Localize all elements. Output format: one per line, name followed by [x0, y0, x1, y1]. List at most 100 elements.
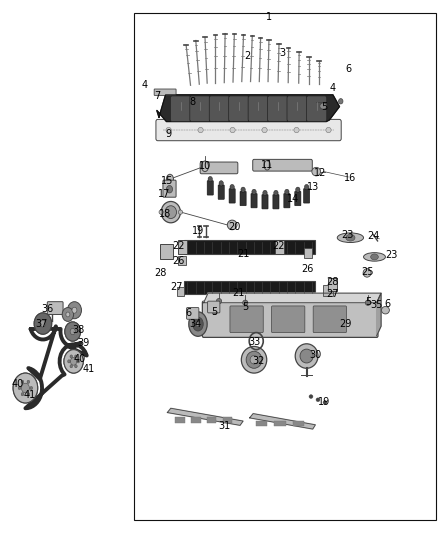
Text: 36: 36: [41, 304, 53, 314]
Ellipse shape: [381, 306, 389, 314]
Ellipse shape: [77, 360, 80, 363]
Ellipse shape: [312, 167, 321, 176]
FancyBboxPatch shape: [253, 159, 312, 171]
Text: 26: 26: [173, 256, 185, 266]
Ellipse shape: [40, 320, 46, 327]
Text: 15: 15: [161, 176, 173, 185]
Ellipse shape: [21, 383, 29, 393]
Ellipse shape: [70, 357, 77, 366]
Text: 22: 22: [272, 241, 284, 251]
Ellipse shape: [166, 174, 173, 184]
Bar: [323, 285, 333, 296]
Text: 5: 5: [242, 302, 248, 312]
Ellipse shape: [74, 365, 77, 368]
Ellipse shape: [21, 381, 24, 384]
Text: 40: 40: [11, 379, 24, 389]
Ellipse shape: [67, 360, 70, 363]
Text: 23: 23: [385, 250, 397, 260]
Ellipse shape: [70, 354, 73, 358]
FancyBboxPatch shape: [207, 181, 213, 195]
Text: 22: 22: [173, 241, 185, 251]
Bar: [178, 256, 186, 265]
Ellipse shape: [304, 184, 309, 190]
Ellipse shape: [323, 401, 327, 404]
FancyBboxPatch shape: [248, 96, 268, 122]
Ellipse shape: [166, 185, 173, 193]
Ellipse shape: [252, 189, 256, 195]
Bar: [175, 417, 185, 423]
FancyBboxPatch shape: [284, 193, 290, 208]
FancyBboxPatch shape: [268, 96, 288, 122]
FancyBboxPatch shape: [218, 185, 224, 199]
FancyBboxPatch shape: [262, 195, 268, 209]
Text: 14: 14: [287, 195, 300, 204]
Ellipse shape: [263, 190, 267, 196]
FancyBboxPatch shape: [313, 306, 346, 333]
Ellipse shape: [216, 298, 222, 304]
Ellipse shape: [274, 190, 278, 196]
Ellipse shape: [264, 160, 270, 170]
Ellipse shape: [30, 386, 32, 390]
Text: 12: 12: [314, 168, 326, 177]
FancyBboxPatch shape: [202, 301, 378, 337]
FancyBboxPatch shape: [190, 96, 210, 122]
Ellipse shape: [62, 308, 74, 321]
Text: 21: 21: [237, 249, 249, 259]
Ellipse shape: [363, 269, 371, 277]
Text: 40: 40: [74, 354, 86, 364]
Bar: [275, 240, 284, 254]
Ellipse shape: [365, 300, 371, 305]
Ellipse shape: [67, 302, 81, 319]
FancyBboxPatch shape: [154, 89, 176, 95]
Text: 41: 41: [82, 364, 95, 374]
Polygon shape: [204, 293, 381, 303]
Bar: [178, 240, 187, 254]
Ellipse shape: [70, 365, 73, 368]
Text: 1: 1: [266, 12, 272, 22]
Text: 19: 19: [192, 227, 204, 236]
Ellipse shape: [219, 181, 223, 186]
Ellipse shape: [295, 344, 318, 368]
Text: 8: 8: [190, 98, 196, 107]
Ellipse shape: [64, 350, 83, 373]
Text: 37: 37: [35, 319, 48, 328]
Ellipse shape: [296, 187, 300, 192]
Text: 19: 19: [318, 397, 330, 407]
Bar: [223, 417, 232, 423]
Ellipse shape: [27, 393, 30, 396]
FancyBboxPatch shape: [304, 189, 310, 203]
Ellipse shape: [230, 127, 235, 133]
Ellipse shape: [64, 350, 83, 373]
Bar: [191, 417, 201, 423]
Ellipse shape: [320, 103, 327, 109]
Polygon shape: [250, 414, 315, 429]
FancyBboxPatch shape: [170, 96, 191, 122]
Ellipse shape: [74, 354, 78, 358]
Ellipse shape: [77, 360, 80, 363]
Ellipse shape: [198, 127, 203, 133]
Ellipse shape: [34, 313, 52, 334]
Text: 4: 4: [141, 80, 148, 90]
Ellipse shape: [166, 127, 171, 133]
Text: 28: 28: [154, 268, 166, 278]
Ellipse shape: [27, 381, 30, 384]
Bar: [328, 278, 337, 291]
Ellipse shape: [300, 349, 313, 363]
Text: 9: 9: [166, 130, 172, 139]
Text: 10: 10: [199, 161, 211, 171]
Text: 6: 6: [185, 309, 191, 318]
FancyBboxPatch shape: [184, 240, 315, 254]
Bar: [160, 244, 173, 259]
Ellipse shape: [315, 99, 325, 106]
Text: 24: 24: [367, 231, 380, 240]
Bar: [304, 248, 312, 258]
Text: 38: 38: [72, 326, 84, 335]
Ellipse shape: [13, 373, 38, 403]
Ellipse shape: [66, 312, 70, 317]
Text: 7: 7: [155, 91, 161, 101]
Ellipse shape: [316, 398, 320, 402]
Ellipse shape: [18, 386, 21, 390]
Ellipse shape: [241, 187, 245, 192]
Text: 2: 2: [244, 51, 251, 61]
Ellipse shape: [72, 307, 77, 313]
